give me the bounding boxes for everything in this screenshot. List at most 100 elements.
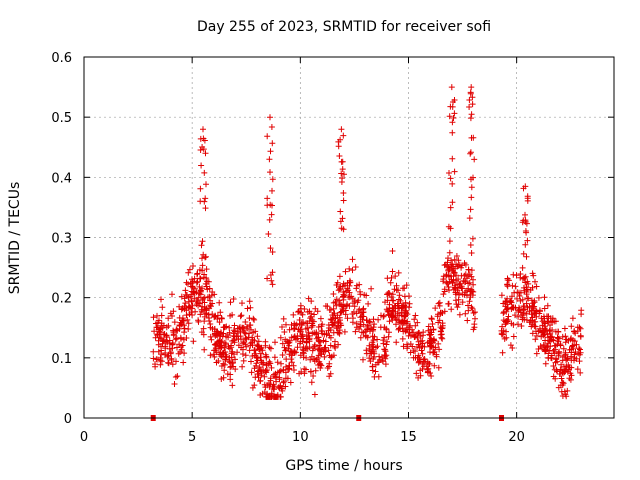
data-point xyxy=(277,393,284,400)
data-point xyxy=(327,316,334,323)
data-point xyxy=(271,354,278,361)
data-point xyxy=(304,325,311,331)
data-point xyxy=(322,338,329,345)
data-point xyxy=(242,335,249,341)
data-point xyxy=(337,218,344,225)
data-point xyxy=(207,324,214,331)
data-point xyxy=(522,228,529,234)
data-point xyxy=(150,314,157,321)
data-point xyxy=(205,315,212,321)
data-point xyxy=(470,310,477,316)
data-point xyxy=(356,281,363,288)
data-point xyxy=(465,266,472,273)
y-tick-label: 0.6 xyxy=(51,51,72,66)
data-point xyxy=(533,332,540,339)
data-point xyxy=(341,171,347,178)
data-point xyxy=(264,275,271,282)
data-point xyxy=(498,292,505,299)
y-tick-label: 0.3 xyxy=(51,232,72,247)
data-point xyxy=(520,309,527,316)
data-point xyxy=(541,294,548,301)
data-point xyxy=(467,149,474,156)
data-point xyxy=(529,317,535,324)
data-point xyxy=(310,356,317,362)
data-point xyxy=(253,354,260,361)
data-point xyxy=(335,287,342,294)
data-point xyxy=(326,363,332,370)
data-point xyxy=(262,351,269,358)
data-point xyxy=(203,181,209,188)
data-point xyxy=(504,305,511,312)
data-point xyxy=(329,321,336,328)
data-point xyxy=(172,374,179,380)
data-point xyxy=(353,310,360,317)
data-point xyxy=(567,376,574,383)
data-point xyxy=(461,291,468,298)
data-point xyxy=(382,346,389,353)
data-point xyxy=(186,311,193,318)
data-point xyxy=(154,312,160,319)
data-point xyxy=(326,325,333,331)
data-point xyxy=(389,268,396,275)
data-point xyxy=(207,333,214,340)
data-point xyxy=(399,335,406,342)
data-point xyxy=(327,370,334,377)
data-point xyxy=(364,323,371,330)
data-point xyxy=(249,353,256,359)
data-point xyxy=(449,119,456,126)
data-point xyxy=(277,334,284,341)
data-point xyxy=(332,338,338,345)
data-point xyxy=(271,371,277,378)
data-point xyxy=(430,326,437,333)
data-point xyxy=(552,346,558,353)
data-point xyxy=(267,345,274,352)
data-point xyxy=(435,340,442,347)
data-point xyxy=(539,329,546,336)
data-point xyxy=(577,332,584,339)
data-point xyxy=(509,345,516,351)
data-point xyxy=(290,334,297,341)
data-point xyxy=(303,354,310,361)
data-point xyxy=(362,333,369,340)
data-point xyxy=(201,137,208,144)
data-point xyxy=(461,278,468,285)
data-point xyxy=(258,368,265,375)
data-point xyxy=(229,338,236,344)
data-point xyxy=(286,351,293,358)
data-point xyxy=(279,324,285,330)
data-point xyxy=(515,313,522,320)
data-point xyxy=(201,346,208,353)
data-point xyxy=(249,384,256,391)
data-point xyxy=(560,345,567,352)
data-point xyxy=(238,312,245,319)
data-point xyxy=(199,144,206,150)
data-point xyxy=(351,303,358,310)
data-point xyxy=(325,347,332,354)
data-point xyxy=(397,297,404,304)
data-point xyxy=(349,256,356,263)
data-point xyxy=(231,333,238,340)
data-point xyxy=(455,276,462,283)
data-point xyxy=(414,331,421,337)
data-point xyxy=(406,304,413,311)
data-point xyxy=(427,335,434,342)
data-point xyxy=(465,280,472,287)
data-point xyxy=(388,274,395,281)
data-point xyxy=(323,331,330,338)
data-point xyxy=(179,342,186,349)
data-point xyxy=(357,318,364,325)
data-point xyxy=(426,360,432,367)
data-point xyxy=(302,366,309,373)
data-point xyxy=(197,135,204,142)
data-point xyxy=(171,381,178,387)
data-point xyxy=(420,332,426,339)
data-point xyxy=(469,235,476,242)
data-point xyxy=(551,318,558,325)
data-point xyxy=(470,276,476,283)
data-point xyxy=(220,324,227,331)
data-point xyxy=(503,306,510,313)
data-point xyxy=(283,356,290,363)
data-point xyxy=(226,329,233,336)
data-point xyxy=(264,367,270,373)
